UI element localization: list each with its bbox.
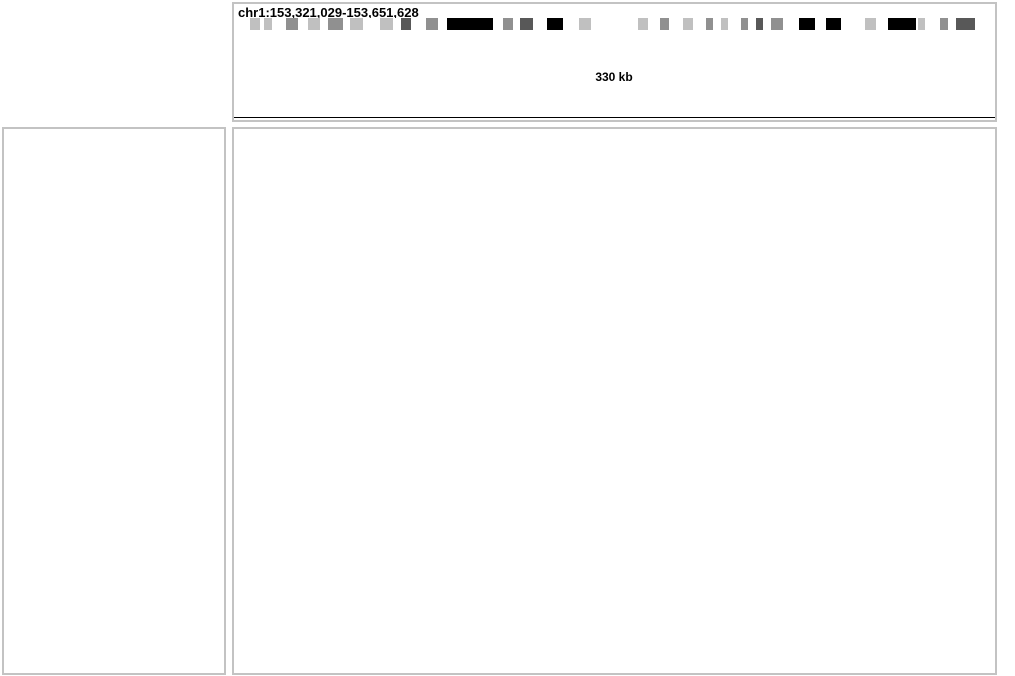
genome-ruler[interactable] xyxy=(234,88,995,120)
region-span-label: 330 kb xyxy=(589,70,639,84)
refseq-gene-track[interactable] xyxy=(234,133,995,185)
gene-models xyxy=(234,133,995,161)
cytoband-label-row xyxy=(234,31,995,43)
locus-header-panel: chr1:153,321,029-153,651,628 330 kb xyxy=(232,2,997,122)
locus-title: chr1:153,321,029-153,651,628 xyxy=(238,5,419,20)
track-data-panel xyxy=(232,127,997,675)
chromosome-ideogram[interactable] xyxy=(234,16,995,32)
ideogram-bands xyxy=(250,18,975,30)
track-name-panel xyxy=(2,127,226,675)
ruler-baseline xyxy=(234,117,995,118)
